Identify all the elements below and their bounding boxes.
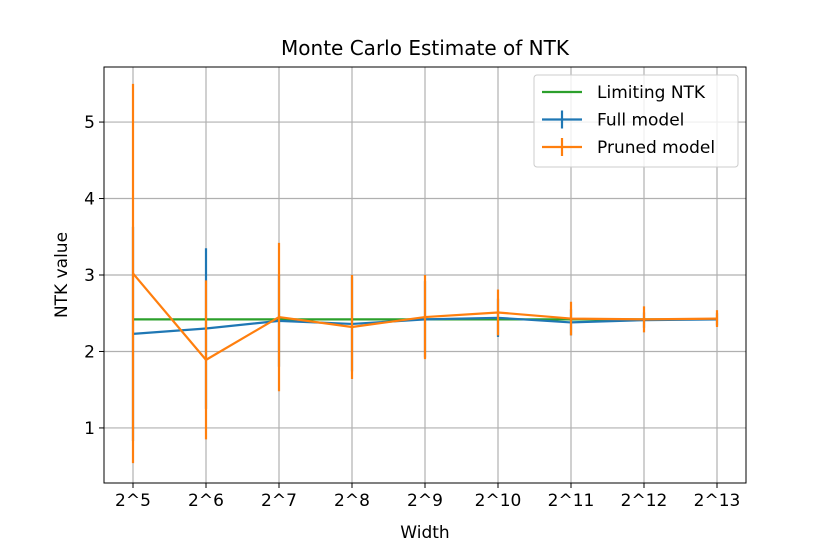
x-tick-label: 2^12 — [621, 491, 668, 511]
x-tick-label: 2^8 — [334, 491, 370, 511]
y-tick-label: 3 — [84, 266, 95, 286]
legend-label: Pruned model — [597, 138, 715, 158]
x-tick-label: 2^11 — [548, 491, 595, 511]
legend-box — [533, 74, 739, 168]
y-tick-label: 4 — [84, 190, 95, 210]
x-tick-label: 2^5 — [115, 491, 151, 511]
x-tick-label: 2^7 — [261, 491, 297, 511]
chart-title: Monte Carlo Estimate of NTK — [281, 36, 570, 60]
x-tick-label: 2^6 — [188, 491, 224, 511]
x-axis-label: Width — [400, 523, 449, 543]
y-tick-label: 5 — [84, 113, 95, 133]
data-layer — [131, 83, 719, 464]
legend-label: Full model — [597, 111, 684, 131]
y-tick-label: 2 — [84, 342, 95, 362]
x-tick-label: 2^10 — [475, 491, 522, 511]
legend: Limiting NTK Full model Pruned model — [533, 74, 739, 168]
axis-ticks: 2^5 2^6 2^7 2^8 2^9 2^10 2^11 2^12 2^13 1 2 3 4 5 — [84, 113, 740, 511]
x-tick-label: 2^13 — [694, 491, 741, 511]
legend-label: Limiting NTK — [597, 83, 706, 103]
x-tick-label: 2^9 — [407, 491, 443, 511]
y-axis-label: NTK value — [52, 232, 72, 318]
y-tick-label: 1 — [84, 419, 95, 439]
